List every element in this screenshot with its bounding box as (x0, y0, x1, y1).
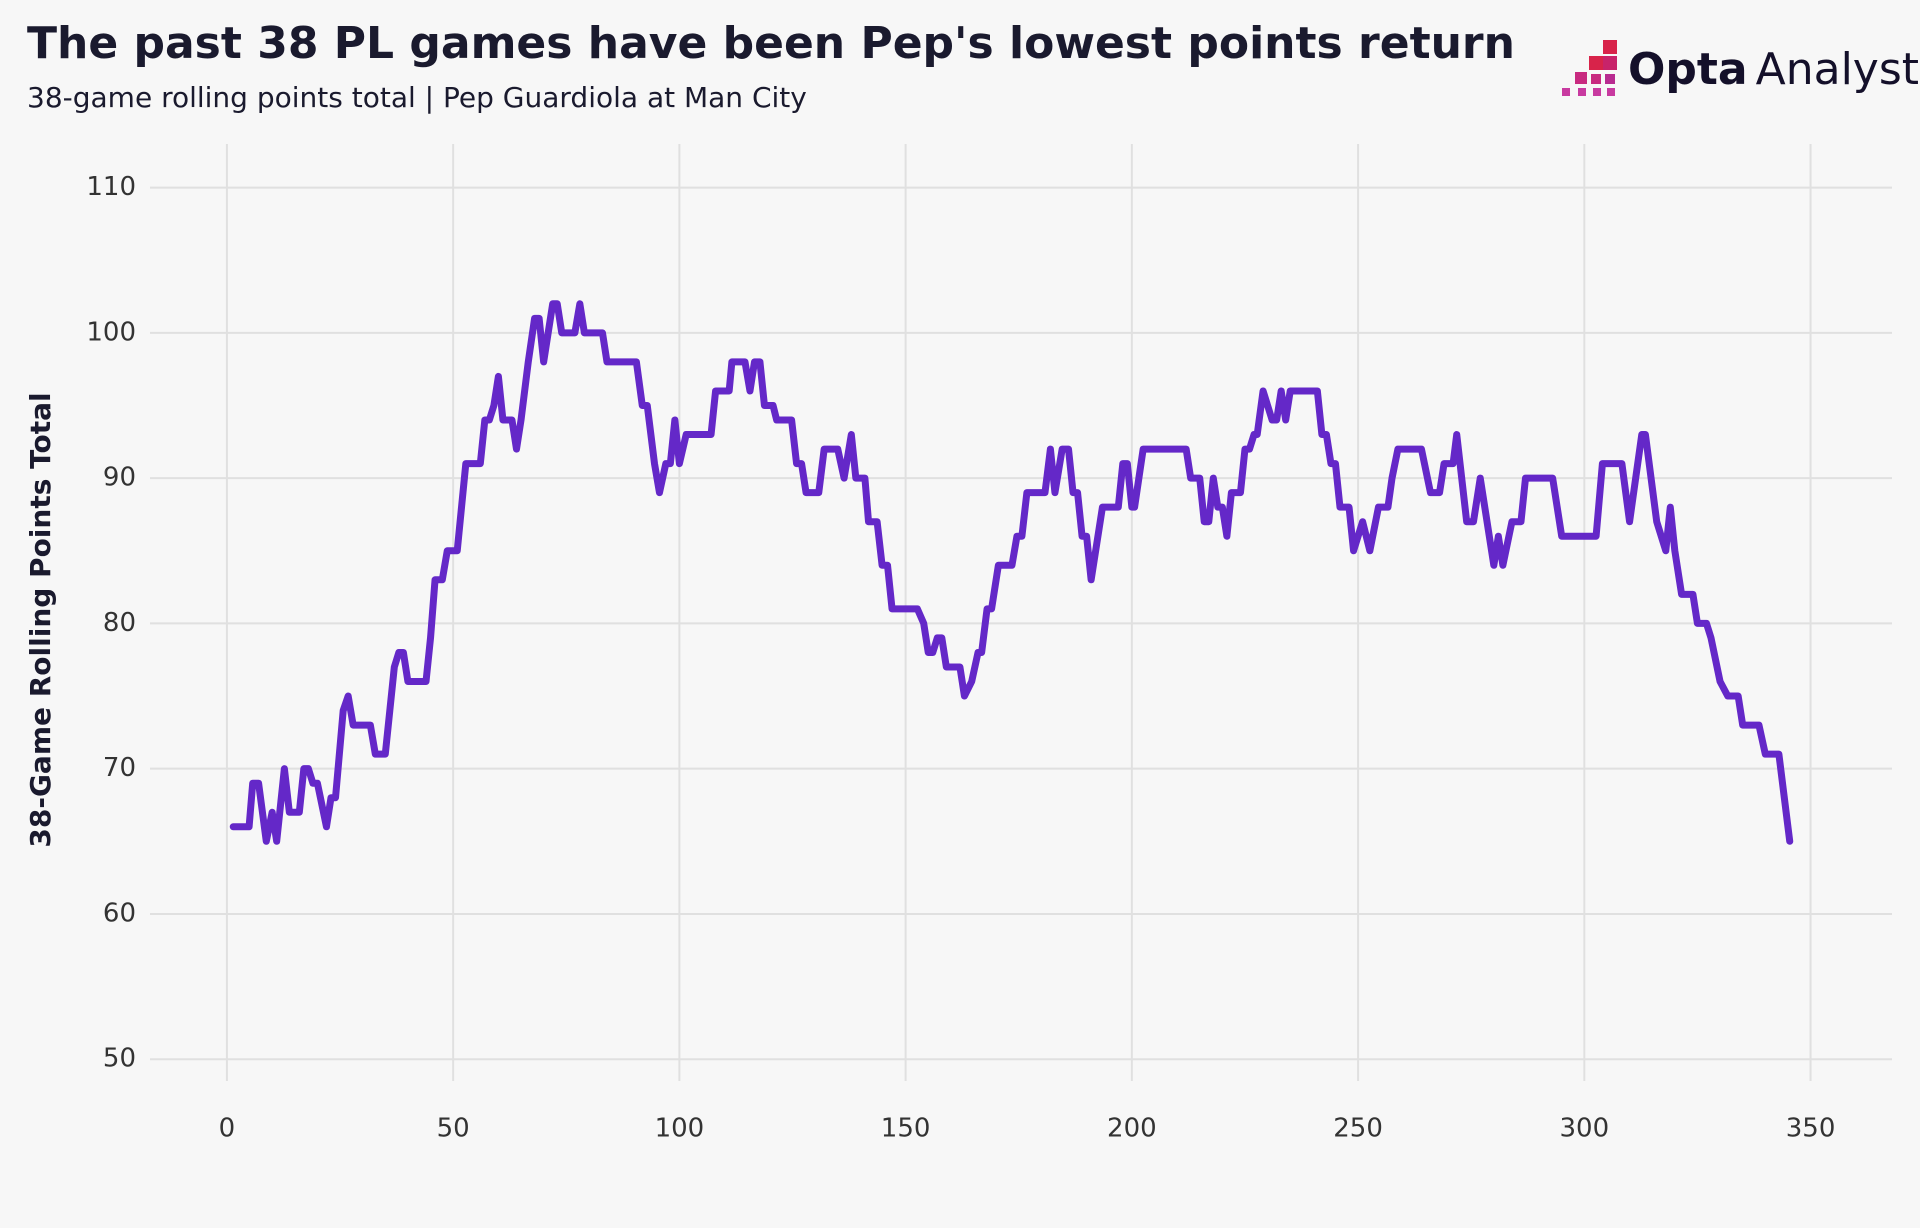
logo-light: Analyst (1756, 44, 1919, 95)
y-tick-label: 110 (86, 172, 136, 202)
y-tick-label: 100 (86, 317, 136, 347)
y-tick-label: 80 (103, 608, 136, 638)
x-tick-label: 150 (881, 1114, 931, 1144)
logo-pixel (1591, 74, 1601, 84)
x-tick-label: 0 (219, 1114, 236, 1144)
logo-bold: Opta (1628, 44, 1748, 95)
y-tick-label: 70 (103, 753, 136, 783)
logo-icon (1562, 40, 1617, 96)
logo-pixel (1578, 88, 1586, 96)
x-tick-label: 350 (1786, 1114, 1836, 1144)
logo-pixel (1589, 56, 1603, 70)
logo-text: Opta Analyst (1628, 44, 1919, 95)
logo-pixel (1562, 88, 1570, 96)
y-axis-label: 38-Game Rolling Points Total (24, 392, 57, 847)
x-tick-label: 100 (655, 1114, 705, 1144)
logo-pixel (1605, 74, 1615, 84)
y-tick-label: 90 (103, 463, 136, 493)
x-tick-label: 300 (1560, 1114, 1610, 1144)
y-tick-label: 60 (103, 898, 136, 928)
y-tick-label: 50 (103, 1044, 136, 1074)
x-tick-label: 200 (1107, 1114, 1157, 1144)
chart-title: The past 38 PL games have been Pep's low… (27, 18, 1515, 69)
logo-pixel (1607, 88, 1615, 96)
x-tick-label: 250 (1333, 1114, 1383, 1144)
chart-subtitle: 38-game rolling points total | Pep Guard… (27, 81, 807, 114)
x-tick-label: 50 (437, 1114, 470, 1144)
logo-pixel (1593, 88, 1601, 96)
logo-pixel (1575, 72, 1587, 84)
logo-pixel (1603, 40, 1617, 54)
data-line (229, 300, 1794, 845)
logo-pixel (1603, 56, 1617, 70)
